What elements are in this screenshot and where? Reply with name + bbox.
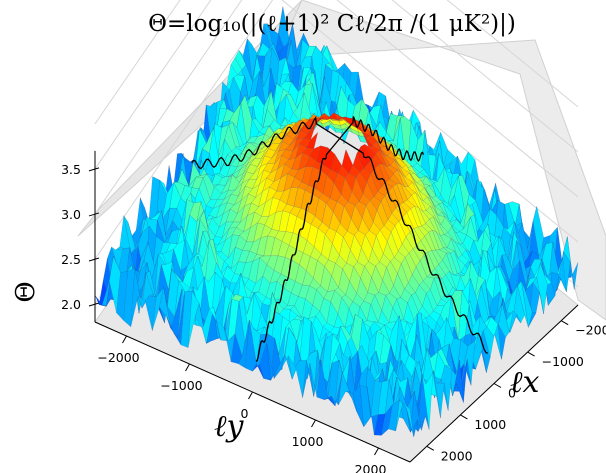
x-tick bbox=[493, 383, 502, 388]
chart-title: Θ=log₁₀(|(ℓ+1)² Cℓ/2π /(1 μK²)|) bbox=[148, 11, 516, 37]
y-tick-label: 2000 bbox=[355, 462, 387, 473]
z-gridline bbox=[94, 0, 579, 125]
x-tick bbox=[560, 320, 569, 326]
z-gridline bbox=[94, 0, 579, 215]
z-tick bbox=[88, 167, 100, 172]
x-tick-label: −2000 bbox=[575, 323, 606, 338]
z-gridline bbox=[94, 0, 579, 170]
surface-mesh bbox=[94, 6, 579, 438]
y-axis: −2000 −1000 0 1000 2000 bbox=[94, 321, 411, 473]
x-tick bbox=[426, 445, 435, 451]
y-tick bbox=[122, 335, 127, 344]
z-axis-label: Θ bbox=[11, 281, 41, 302]
z-gridline bbox=[94, 0, 579, 260]
x-axis: −2000 −1000 0 1000 2000 bbox=[409, 304, 606, 463]
back-pane-right bbox=[275, 0, 606, 321]
z-tick-label: 3.0 bbox=[61, 207, 81, 222]
x-axis-label: ℓx bbox=[510, 365, 539, 400]
x-tick-label: 2000 bbox=[441, 448, 473, 463]
profile-curve-ly bbox=[191, 115, 488, 354]
y-axis-label: ℓy bbox=[214, 409, 244, 444]
x-tick-label: 0 bbox=[508, 386, 516, 401]
z-tick bbox=[88, 302, 100, 307]
y-tick bbox=[185, 363, 190, 372]
x-tick-label: 1000 bbox=[474, 417, 506, 432]
y-tick-label: 0 bbox=[241, 406, 249, 421]
y-tick bbox=[248, 391, 253, 400]
x-tick-label: −1000 bbox=[542, 354, 584, 369]
surface-cell bbox=[326, 112, 339, 120]
z-tick-label: 2.5 bbox=[61, 252, 81, 267]
surface-cell bbox=[402, 402, 414, 438]
y-tick bbox=[374, 447, 379, 456]
z-axis: 2.0 2.5 3.0 3.5 bbox=[61, 150, 100, 322]
z-tick-label: 2.0 bbox=[61, 297, 81, 312]
x-tick bbox=[460, 414, 468, 420]
y-tick-label: 1000 bbox=[292, 434, 324, 449]
y-tick-label: −1000 bbox=[160, 378, 202, 393]
z-tick-label: 3.5 bbox=[61, 162, 81, 177]
y-tick-label: −2000 bbox=[97, 350, 139, 365]
profile-curves bbox=[191, 115, 488, 362]
z-tick bbox=[88, 212, 100, 217]
z-tick bbox=[88, 257, 100, 262]
y-tick bbox=[311, 419, 316, 428]
x-tick bbox=[527, 351, 535, 357]
